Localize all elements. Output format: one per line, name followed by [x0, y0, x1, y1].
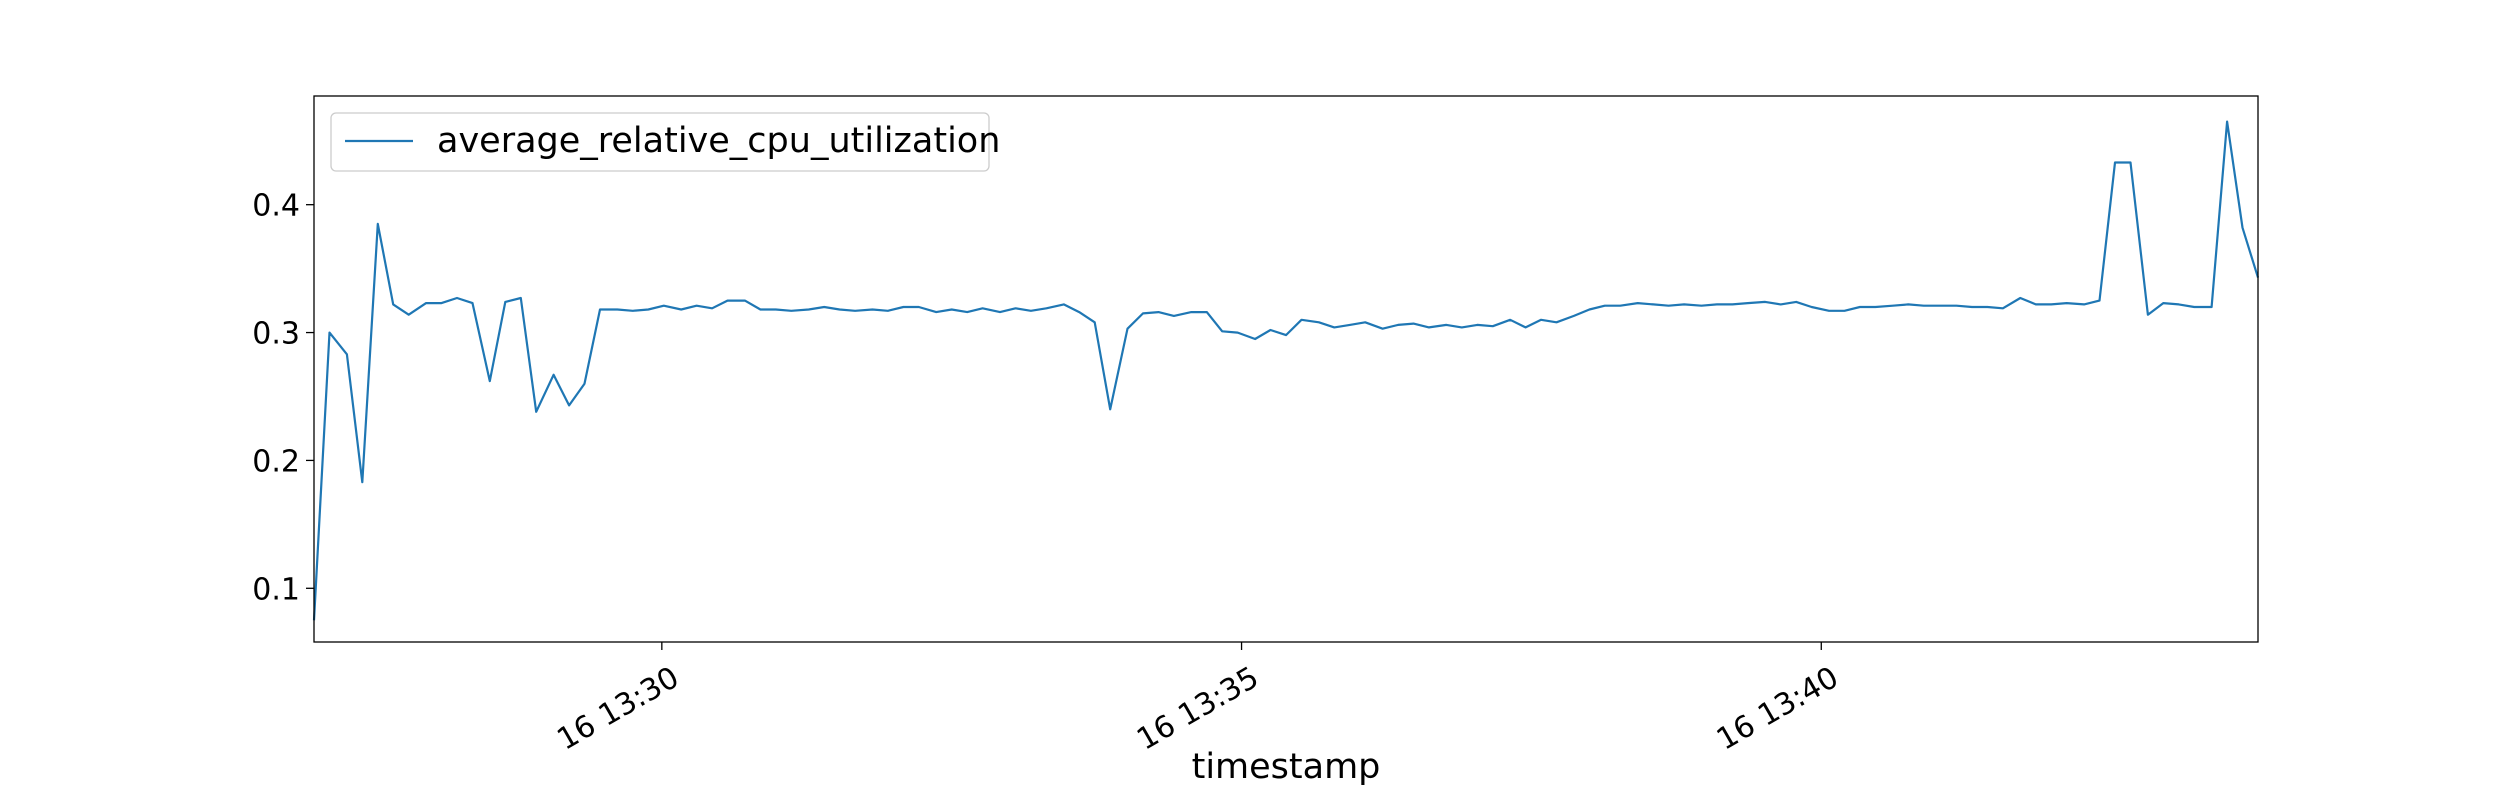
legend-entry-label: average_relative_cpu_utilization: [437, 121, 1000, 161]
x-tick-label: 16 13:30: [551, 660, 685, 757]
y-tick-label: 0.2: [252, 444, 300, 479]
series-line-average-relative-cpu-utilization: [312, 120, 2260, 621]
x-axis-title: timestamp: [1192, 747, 1381, 787]
x-tick-label: 16 13:35: [1131, 660, 1265, 757]
y-tick-label: 0.1: [252, 572, 300, 607]
y-axis-ticks: 0.1 0.2 0.3 0.4: [252, 189, 314, 607]
legend-box: [330, 112, 990, 172]
x-tick-label: 16 13:40: [1711, 660, 1845, 757]
legend: average_relative_cpu_utilization: [330, 112, 1000, 172]
x-axis-ticks: 16 13:30 16 13:35 16 13:40: [551, 642, 1845, 757]
y-tick-label: 0.3: [252, 317, 300, 352]
y-tick-label: 0.4: [252, 189, 300, 224]
plot-frame: [313, 95, 2259, 643]
